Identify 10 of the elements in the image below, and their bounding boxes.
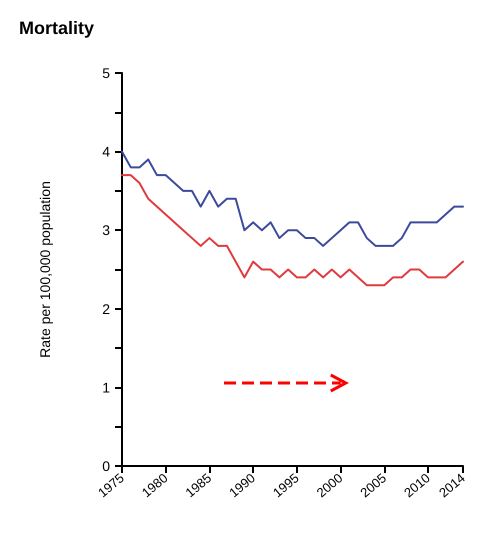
line-series xyxy=(121,174,464,286)
y-axis-title: Rate per 100,000 population xyxy=(37,181,53,358)
y-tick-label: 4 xyxy=(102,144,110,160)
y-tick-label: 5 xyxy=(102,65,110,81)
y-tick-label: 3 xyxy=(102,222,110,238)
y-tick-label: 0 xyxy=(102,458,110,474)
y-tick-label: 2 xyxy=(102,300,110,317)
y-tick-label: 1 xyxy=(102,379,110,396)
line-series xyxy=(121,150,464,247)
chart-title: Mortality xyxy=(19,18,94,38)
